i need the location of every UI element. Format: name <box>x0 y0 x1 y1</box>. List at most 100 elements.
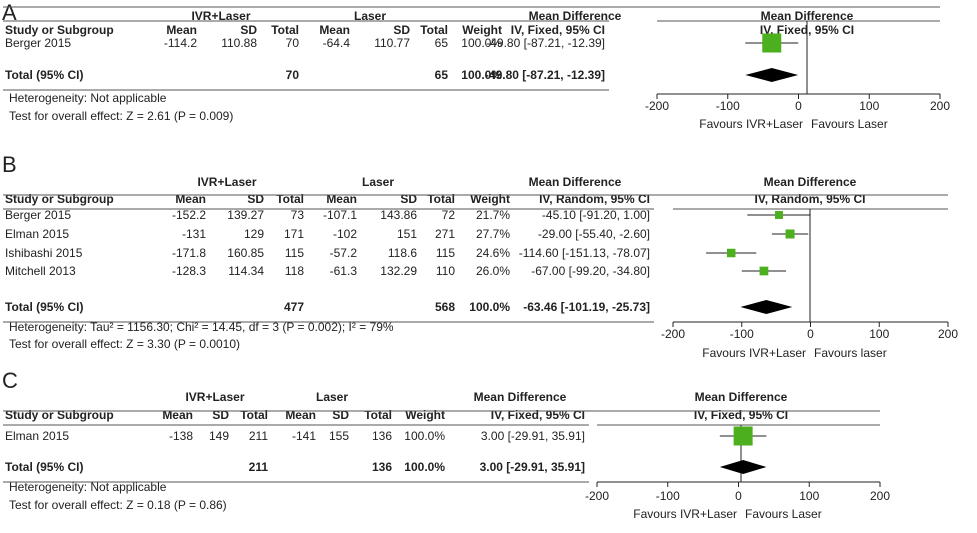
weight: 100.0% <box>404 429 445 443</box>
x-tick-label: 0 <box>795 99 802 113</box>
heterogeneity-text: Heterogeneity: Not applicable <box>9 480 167 494</box>
group-header-ci: Mean Difference <box>474 390 567 404</box>
panel-letter: B <box>2 152 17 177</box>
group-header-ci: Mean Difference <box>529 175 622 189</box>
sd-control: 110.77 <box>374 36 410 50</box>
x-tick-label: 100 <box>799 489 819 503</box>
column-header-weight: Weight <box>405 408 445 422</box>
sd-treatment: 129 <box>244 227 264 241</box>
mean-treatment: -138 <box>169 429 193 443</box>
x-tick-label: 100 <box>859 99 879 113</box>
study-row: Berger 2015 -114.2 110.88 70 -64.4 110.77 65 10… <box>5 33 799 53</box>
x-tick-label: 0 <box>735 489 742 503</box>
total-treatment: 115 <box>285 246 304 260</box>
weight: 24.6% <box>476 246 510 260</box>
x-tick-label: 200 <box>930 99 950 113</box>
group-header-control: Laser <box>316 390 348 404</box>
total-treatment: 211 <box>249 429 268 443</box>
column-header-weight: Weight <box>470 192 510 206</box>
total-control: 136 <box>372 429 392 443</box>
heterogeneity-text: Heterogeneity: Not applicable <box>9 91 167 105</box>
mean-treatment: -114.2 <box>164 36 197 50</box>
panel-b: B IVR+Laser Laser Mean Difference Mean Diffe… <box>2 152 958 360</box>
x-tick-label: 0 <box>807 327 814 341</box>
panel-letter: A <box>2 0 17 25</box>
weight: 27.7% <box>476 227 510 241</box>
mean-control: -107.1 <box>323 208 357 222</box>
study-name: Berger 2015 <box>5 208 71 222</box>
study-name: Ishibashi 2015 <box>5 246 83 260</box>
sd-control: 143.86 <box>380 208 417 222</box>
x-tick-label: 200 <box>938 327 958 341</box>
x-tick-label: 100 <box>869 327 889 341</box>
x-tick-label: -200 <box>645 99 669 113</box>
column-header-study: Study or Subgroup <box>5 23 114 37</box>
favours-right-label: Favours laser <box>814 346 887 360</box>
effect-ci: -114.60 [-151.13, -78.07] <box>519 246 650 260</box>
column-header-ci: IV, Random, 95% CI <box>539 192 650 206</box>
effect-ci: 3.00 [-29.91, 35.91] <box>481 429 585 443</box>
sd-treatment: 114.34 <box>228 264 264 278</box>
study-row: Elman 2015 -131 129 171 -102 151 271 27.7% -29.0… <box>5 227 809 241</box>
point-estimate-marker <box>733 426 753 446</box>
study-name: Elman 2015 <box>5 429 69 443</box>
panel-a: A IVR+Laser Laser Mean Difference Mean Diffe… <box>2 0 950 131</box>
column-header-mean-2: Mean <box>319 23 350 37</box>
total-effect-ci: -63.46 [-101.19, -25.73] <box>523 300 650 314</box>
column-header-study: Study or Subgroup <box>5 408 114 422</box>
effect-ci: -29.00 [-55.40, -2.60] <box>538 227 650 241</box>
total-n-control: 65 <box>435 68 449 82</box>
total-n-control: 136 <box>372 460 392 474</box>
overall-effect-text: Test for overall effect: Z = 0.18 (P = 0… <box>9 498 227 512</box>
effect-ci: -49.80 [-87.21, -12.39] <box>486 36 605 50</box>
mean-control: -102 <box>333 227 357 241</box>
group-header-ci: Mean Difference <box>529 9 622 23</box>
column-header-sd-2: SD <box>332 408 349 422</box>
column-header-total-1: Total <box>271 23 299 37</box>
point-estimate-marker <box>775 211 783 219</box>
column-header-total-1: Total <box>276 192 304 206</box>
mean-treatment: -128.3 <box>172 264 206 278</box>
column-header-mean-1: Mean <box>166 23 197 37</box>
column-header-mean-1: Mean <box>162 408 193 422</box>
total-control: 65 <box>435 36 449 50</box>
total-treatment: 73 <box>291 208 305 222</box>
column-header-weight: Weight <box>462 23 502 37</box>
x-tick-label: -200 <box>585 489 609 503</box>
effect-ci: -67.00 [-99.20, -34.80] <box>531 264 650 278</box>
total-control: 115 <box>436 246 455 260</box>
total-label: Total (95% CI) <box>5 300 83 314</box>
total-row: Total (95% CI) 211 136 100.0% 3.00 [-29.91, … <box>5 460 767 474</box>
column-header-sd-2: SD <box>400 192 417 206</box>
total-control: 72 <box>442 208 456 222</box>
group-header-plot: Mean Difference <box>764 175 857 189</box>
total-effect-ci: -49.80 [-87.21, -12.39] <box>485 68 605 82</box>
weight: 100.0% <box>461 36 502 50</box>
mean-control: -61.3 <box>330 264 358 278</box>
sd-treatment: 139.27 <box>227 208 264 222</box>
group-header-control: Laser <box>354 9 386 23</box>
weight: 21.7% <box>476 208 510 222</box>
mean-control: -57.2 <box>330 246 358 260</box>
study-row: Berger 2015 -152.2 139.27 73 -107.1 143.86 72 2… <box>5 208 811 222</box>
total-control: 110 <box>436 264 455 278</box>
total-weight: 100.0% <box>469 300 510 314</box>
group-header-control: Laser <box>362 175 394 189</box>
column-header-mean-1: Mean <box>175 192 206 206</box>
total-treatment: 70 <box>286 36 300 50</box>
group-header-treatment: IVR+Laser <box>191 9 250 23</box>
total-label: Total (95% CI) <box>5 460 83 474</box>
mean-control: -64.4 <box>323 36 351 50</box>
total-n-treatment: 211 <box>249 460 269 474</box>
study-row: Mitchell 2013 -128.3 114.34 118 -61.3 132.29 1… <box>5 264 787 278</box>
group-header-treatment: IVR+Laser <box>197 175 256 189</box>
weight: 26.0% <box>476 264 510 278</box>
sd-treatment: 110.88 <box>221 36 257 50</box>
effect-ci: -45.10 [-91.20, 1.00] <box>542 208 650 222</box>
favours-right-label: Favours Laser <box>745 507 822 521</box>
column-header-total-2: Total <box>364 408 392 422</box>
total-treatment: 171 <box>284 227 304 241</box>
pooled-diamond <box>745 68 799 82</box>
study-name: Mitchell 2013 <box>5 264 76 278</box>
column-header-mean-2: Mean <box>326 192 357 206</box>
